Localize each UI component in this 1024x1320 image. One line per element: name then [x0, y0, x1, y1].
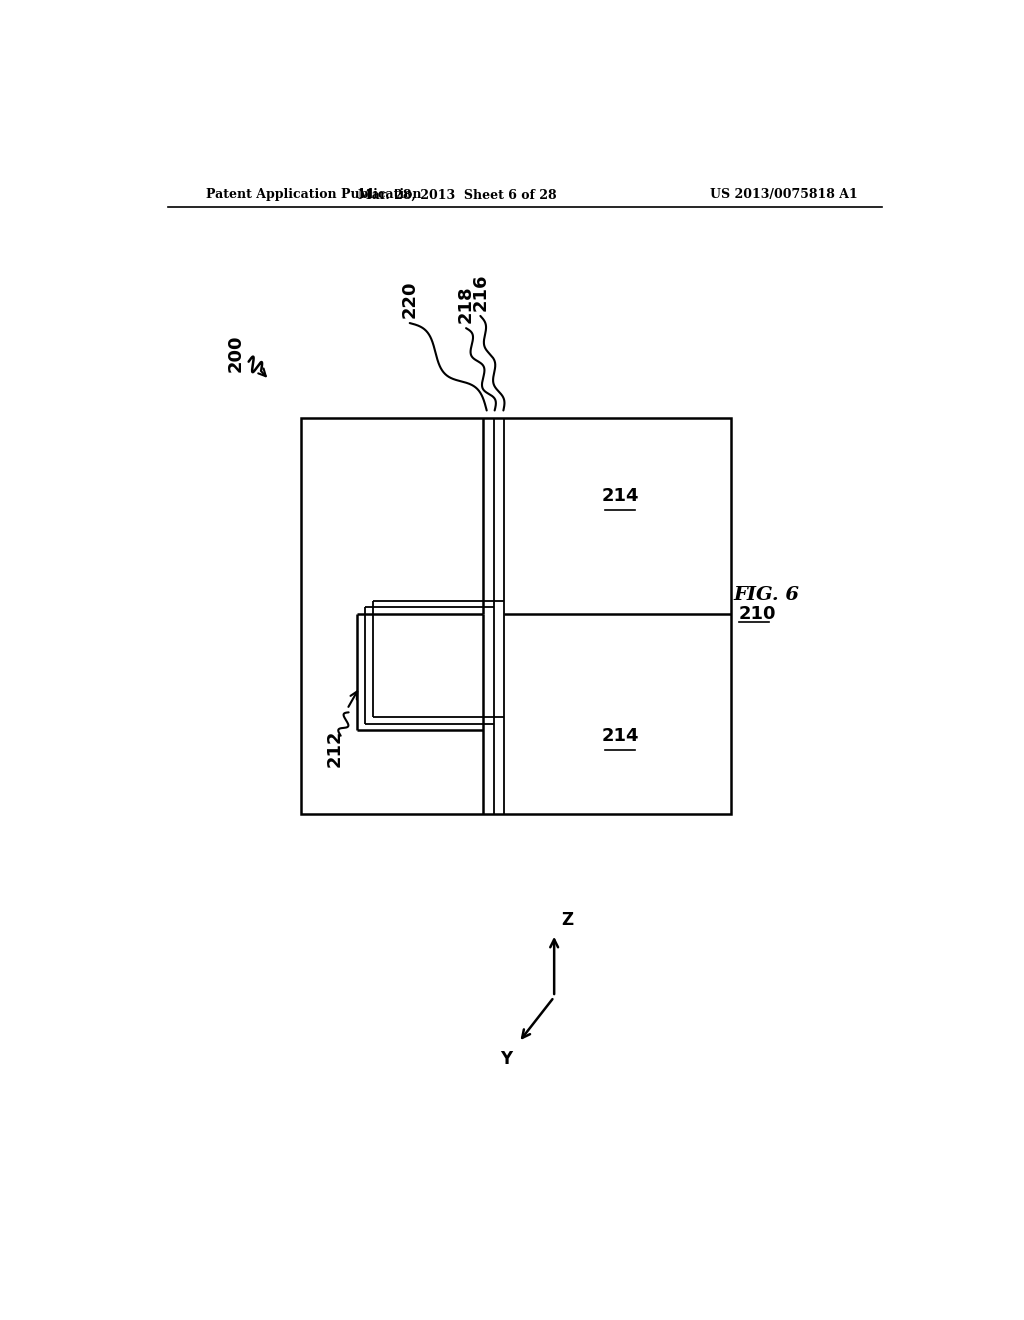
Text: Mar. 28, 2013  Sheet 6 of 28: Mar. 28, 2013 Sheet 6 of 28 [358, 189, 557, 202]
Text: 218: 218 [457, 285, 475, 323]
Text: FIG. 6: FIG. 6 [733, 586, 800, 605]
Text: 210: 210 [739, 605, 776, 623]
Text: 220: 220 [400, 280, 419, 318]
Text: Z: Z [561, 911, 572, 929]
Bar [301, 417, 731, 814]
Text: Y: Y [500, 1051, 512, 1068]
Text: 212: 212 [326, 729, 343, 767]
Text: US 2013/0075818 A1: US 2013/0075818 A1 [711, 189, 858, 202]
Text: Patent Application Publication: Patent Application Publication [206, 189, 421, 202]
Text: 200: 200 [227, 335, 245, 372]
Text: 214: 214 [601, 727, 639, 744]
Text: 214: 214 [601, 487, 639, 504]
Text: 216: 216 [471, 273, 489, 312]
